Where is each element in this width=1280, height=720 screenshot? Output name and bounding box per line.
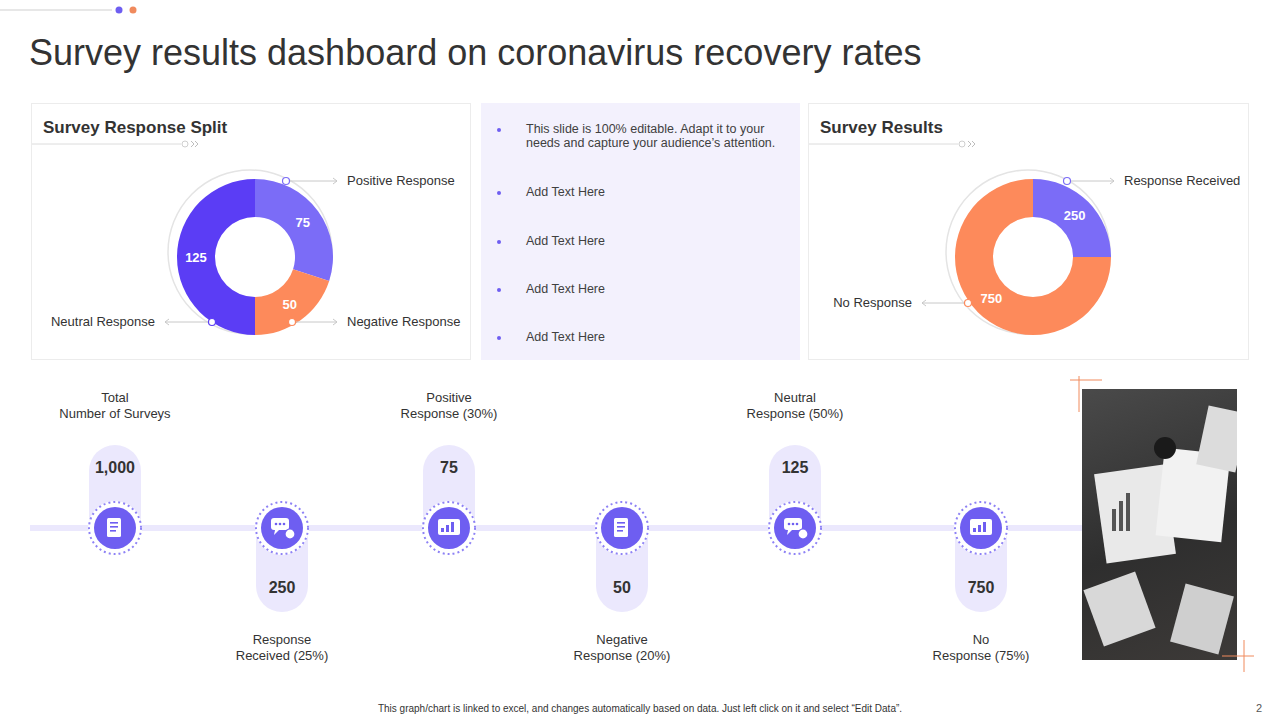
html-text:Add Text Here: Add Text Here <box>526 185 605 199</box>
html-text:Response: Response <box>252 632 312 647</box>
html-text:This slide is 100% editable. A: This slide is 100% editable. Adapt it to… <box>526 122 776 150</box>
html-text:Received (25%): Received (25%) <box>235 648 329 663</box>
html-text:Survey Results: Survey Results <box>820 118 943 137</box>
svg-text:50: 50 <box>282 297 296 312</box>
html-text:1,000: 1,000 <box>95 459 135 476</box>
html-text:Neutral: Neutral <box>774 390 816 405</box>
html-text:Add Text Here: Add Text Here <box>526 330 605 344</box>
html-text:Add Text Here: Add Text Here <box>526 282 605 296</box>
html-text:Negative Response: Negative Response <box>347 314 461 329</box>
html-text:Total: Total <box>101 390 129 405</box>
html-text:Response Received: Response Received <box>1124 173 1241 188</box>
html-text:Positive Response: Positive Response <box>347 173 455 188</box>
html-text:This graph/chart is linked to: This graph/chart is linked to excel, and… <box>377 703 903 714</box>
html-text:No Response: No Response <box>833 295 912 310</box>
html-text:Response (20%): Response (20%) <box>573 648 671 663</box>
html-text:50: 50 <box>613 579 631 596</box>
html-text:Negative: Negative <box>596 632 648 647</box>
html-text:Add Text Here: Add Text Here <box>526 234 605 248</box>
html-text:Response (50%): Response (50%) <box>746 406 844 421</box>
html-text:250: 250 <box>268 579 296 596</box>
html-text:Number of Surveys: Number of Surveys <box>59 406 171 421</box>
html-text:Survey Response Split: Survey Response Split <box>43 118 228 137</box>
html-text:Survey results dashboard on co: Survey results dashboard on coronavirus … <box>29 32 922 73</box>
svg-text:750: 750 <box>980 291 1002 306</box>
html-text:Positive: Positive <box>426 390 472 405</box>
svg-text:75: 75 <box>295 215 309 230</box>
html-text:75: 75 <box>440 459 458 476</box>
html-text:Neutral Response: Neutral Response <box>50 314 155 329</box>
svg-text:125: 125 <box>185 250 207 265</box>
html-text:750: 750 <box>967 579 995 596</box>
html-text:2: 2 <box>1256 702 1263 714</box>
html-text:Response (75%): Response (75%) <box>932 648 1030 663</box>
html-text:No: No <box>972 632 990 647</box>
html-text:125: 125 <box>781 459 809 476</box>
html-text:Response (30%): Response (30%) <box>400 406 498 421</box>
svg-text:250: 250 <box>1064 208 1086 223</box>
